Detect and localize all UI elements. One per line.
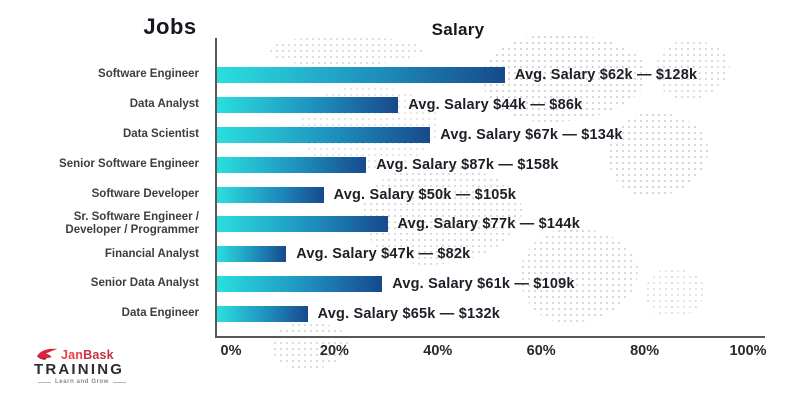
chart-row: Data Scientist Avg. Salary $67k — $134k	[0, 120, 800, 150]
job-label: Data Analyst	[129, 98, 199, 111]
salary-range-label: Avg. Salary $67k — $134k	[440, 126, 623, 143]
chart-row: Data Engineer Avg. Salary $65k — $132k	[0, 299, 800, 329]
janbask-swoosh-icon	[36, 346, 58, 361]
brand-tagline: Learn and Grow	[55, 379, 110, 386]
jobs-column-title: Jobs	[143, 14, 197, 39]
salary-column-title: Salary	[431, 20, 485, 39]
chart-row: Data Analyst Avg. Salary $44k — $86k	[0, 90, 800, 120]
job-label: Software Engineer	[98, 68, 199, 81]
brand-tagline-row: Learn and Grow	[38, 379, 148, 385]
brand-jan: Jan	[61, 347, 84, 362]
job-label: Financial Analyst	[104, 247, 199, 260]
janbask-training-logo: JanBask TRAINING Learn and Grow	[28, 346, 148, 385]
bar-zone: Avg. Salary $62k — $128k	[217, 66, 698, 83]
job-label: Software Developer	[91, 187, 199, 200]
x-tick-label: 80%	[630, 343, 660, 359]
salary-bar	[217, 186, 324, 203]
salary-bar	[217, 126, 431, 143]
bar-zone: Avg. Salary $67k — $134k	[217, 126, 623, 143]
chart-row: Financial Analyst Avg. Salary $47k — $82…	[0, 239, 800, 269]
salary-bar	[217, 276, 383, 293]
job-label: Sr. Software Engineer / Developer / Prog…	[65, 210, 199, 237]
salary-range-label: Avg. Salary $44k — $86k	[408, 96, 583, 113]
brand-name: JanBask	[61, 347, 114, 362]
salary-bar	[217, 246, 287, 263]
x-tick-label: 100%	[729, 343, 767, 359]
chart-row: Senior Data Analyst Avg. Salary $61k — $…	[0, 269, 800, 299]
x-tick-label: 20%	[319, 343, 349, 359]
chart-row: Software Developer Avg. Salary $50k — $1…	[0, 180, 800, 210]
salary-bar	[217, 66, 505, 83]
tagline-dash-left	[38, 381, 51, 383]
x-axis-ticks: 0% 20% 40% 60% 80% 100%	[215, 343, 767, 363]
job-label: Senior Software Engineer	[59, 157, 199, 170]
salary-range-label: Avg. Salary $61k — $109k	[392, 276, 575, 293]
chart-row: Senior Software Engineer Avg. Salary $87…	[0, 150, 800, 180]
salary-range-label: Avg. Salary $65k — $132k	[317, 306, 501, 323]
salary-range-label: Avg. Salary $50k — $105k	[333, 186, 517, 203]
x-tick-label: 60%	[526, 343, 556, 359]
brand-training: TRAINING	[34, 361, 125, 378]
tagline-dash-right	[113, 381, 127, 383]
bar-zone: Avg. Salary $50k — $105k	[217, 186, 517, 203]
salary-bar	[217, 306, 308, 323]
x-tick-label: 40%	[423, 343, 453, 359]
chart-axes	[215, 38, 765, 338]
bar-zone: Avg. Salary $77k — $144k	[217, 216, 580, 233]
bar-zone: Avg. Salary $44k — $86k	[217, 96, 583, 113]
x-tick-label: 0%	[220, 343, 242, 359]
salary-range-label: Avg. Salary $77k — $144k	[397, 216, 580, 233]
salary-range-label: Avg. Salary $62k — $128k	[514, 66, 698, 83]
chart-row: Sr. Software Engineer / Developer / Prog…	[0, 209, 800, 239]
salary-range-label: Avg. Salary $47k — $82k	[296, 246, 471, 263]
job-label: Data Engineer	[121, 307, 199, 320]
chart-rows: Software Engineer Avg. Salary $62k — $12…	[0, 60, 800, 329]
bar-zone: Avg. Salary $87k — $158k	[217, 156, 559, 173]
salary-range-label: Avg. Salary $87k — $158k	[376, 156, 559, 173]
job-label: Senior Data Analyst	[90, 277, 199, 290]
chart-row: Software Engineer Avg. Salary $62k — $12…	[0, 60, 800, 90]
bar-zone: Avg. Salary $47k — $82k	[217, 246, 471, 263]
bar-zone: Avg. Salary $61k — $109k	[217, 276, 575, 293]
salary-bar	[217, 96, 399, 113]
brand-bask: Bask	[83, 347, 114, 362]
bar-zone: Avg. Salary $65k — $132k	[217, 306, 501, 323]
job-label: Data Scientist	[122, 127, 199, 140]
salary-bar	[217, 156, 367, 173]
salary-bar	[217, 216, 388, 233]
